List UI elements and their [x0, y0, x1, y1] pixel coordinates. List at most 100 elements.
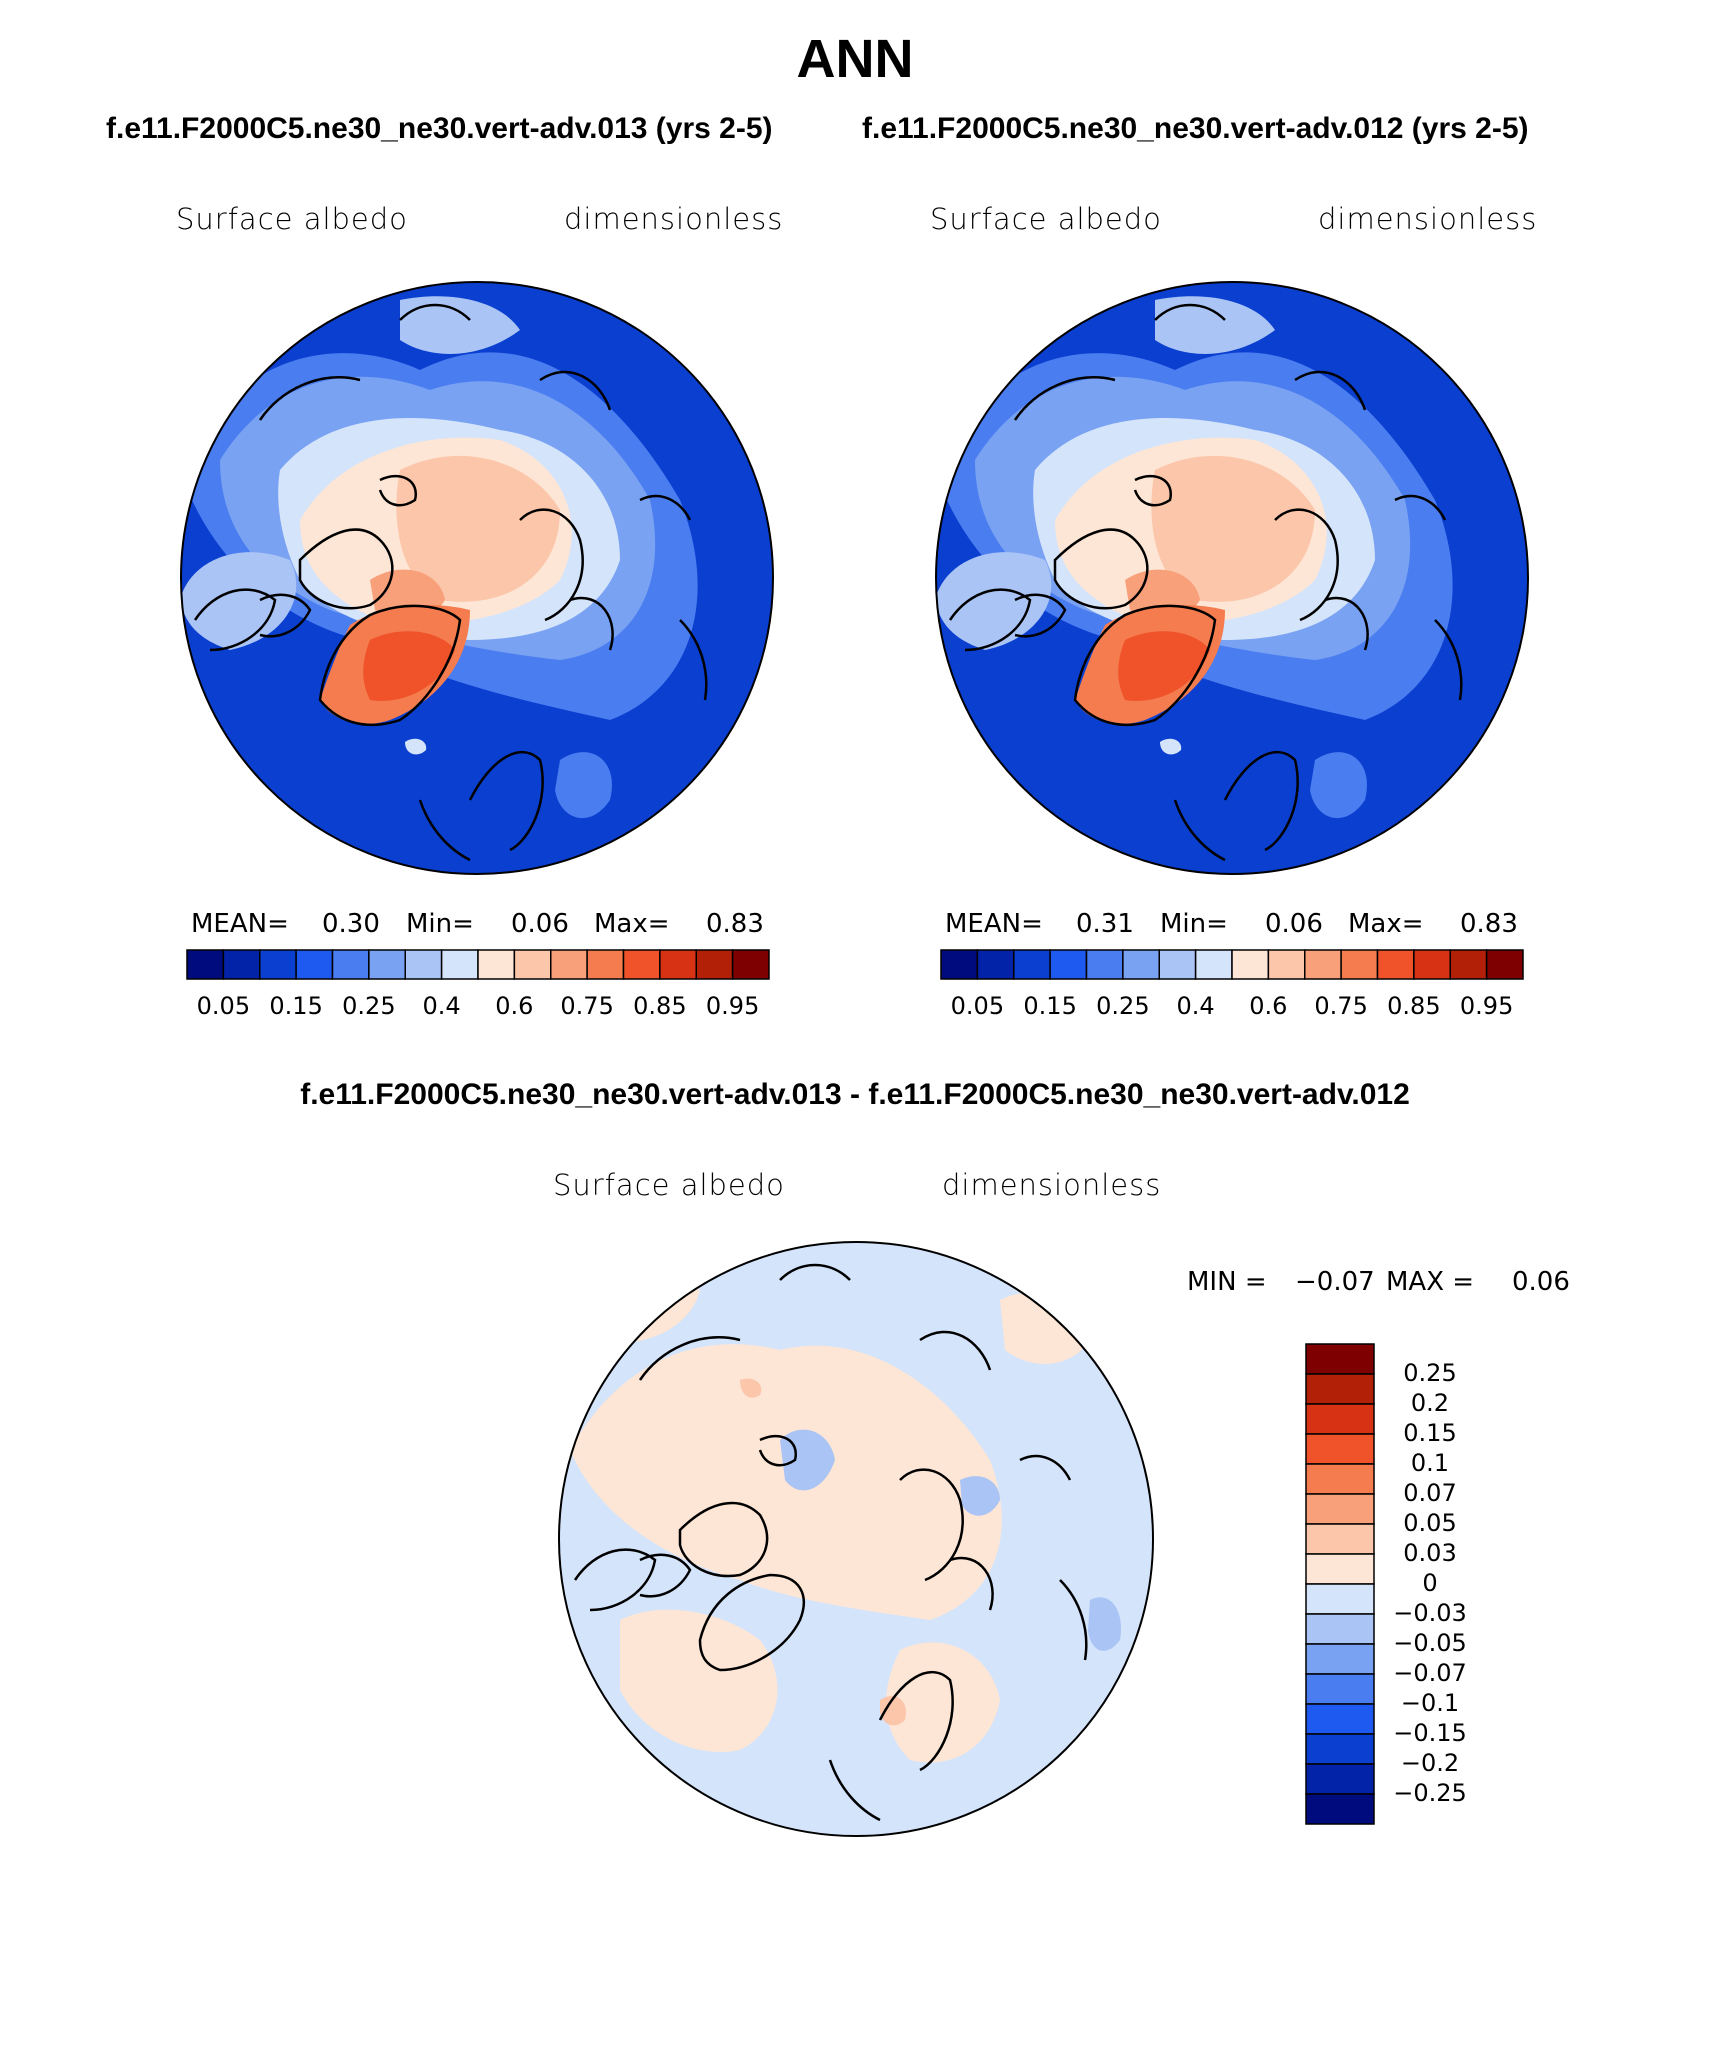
panel-b-min-value: 0.06	[1265, 909, 1323, 939]
colorbar-b-tick-label: 0.05	[950, 992, 1005, 1020]
colorbar-diff-swatch-7	[1305, 1553, 1375, 1585]
panel-b-max-label: Max=	[1348, 909, 1424, 939]
colorbar-b-tick-label: 0.25	[1096, 992, 1150, 1020]
colorbar-diff-swatch-5	[1305, 1493, 1375, 1525]
map-panel-a	[180, 281, 774, 875]
colorbar-b-swatch-4	[1085, 949, 1124, 980]
panel-a-max-label: Max=	[594, 909, 670, 939]
colorbar-a-swatch-0	[186, 949, 225, 980]
colorbar-diff-tick-label: −0.15	[1393, 1719, 1467, 1747]
colorbar-b-swatch-11	[1340, 949, 1379, 980]
colorbar-a-swatch-14	[695, 949, 734, 980]
colorbar-a-tick-label: 0.75	[560, 992, 614, 1020]
panel-a-mean-value: 0.30	[322, 909, 380, 939]
panel-a-max-value: 0.83	[706, 909, 764, 939]
colorbar-diff-swatch-14	[1305, 1763, 1375, 1795]
colorbar-diff-swatch-6	[1305, 1523, 1375, 1555]
colorbar-a-tick-label: 0.4	[422, 992, 461, 1020]
colorbar-diff-tick-label: −0.07	[1393, 1659, 1467, 1687]
colorbar-b-tick-label: 0.15	[1023, 992, 1077, 1020]
panel-b-variable: Surface albedo	[930, 202, 1162, 236]
panel-b-max-value: 0.83	[1460, 909, 1518, 939]
colorbar-diff-swatch-2	[1305, 1403, 1375, 1435]
panel-a-units: dimensionless	[564, 202, 784, 236]
colorbar-diff-tick-label: 0.15	[1403, 1419, 1457, 1447]
colorbar-diff-swatch-0	[1305, 1343, 1375, 1375]
colorbar-a-swatch-13	[659, 949, 697, 980]
colorbar-a-swatch-15	[731, 949, 770, 980]
colorbar-b-swatch-13	[1413, 949, 1451, 980]
colorbar-a-swatch-5	[368, 949, 406, 980]
colorbar-b-tick-label: 0.6	[1249, 992, 1288, 1020]
colorbar-a-tick-label: 0.15	[269, 992, 323, 1020]
diff-min-label: MIN =	[1187, 1267, 1267, 1297]
colorbar-diff-tick-label: 0.07	[1403, 1479, 1457, 1507]
colorbar-diff-swatch-8	[1305, 1583, 1375, 1615]
colorbar-b-swatch-0	[940, 949, 979, 980]
colorbar-b-tick-label: 0.95	[1459, 992, 1514, 1020]
colorbar-a-tick-label: 0.85	[633, 992, 687, 1020]
colorbar-b-swatch-6	[1158, 949, 1197, 980]
colorbar-a-swatch-3	[295, 949, 334, 980]
colorbar-a-tick-label: 0.95	[705, 992, 760, 1020]
colorbar-diff-swatch-9	[1305, 1613, 1375, 1645]
colorbar-panel-b	[940, 949, 1524, 980]
panel-a-min-label: Min=	[406, 909, 474, 939]
colorbar-diff-swatch-11	[1305, 1673, 1375, 1705]
colorbar-a-swatch-6	[404, 949, 443, 980]
colorbar-diff-swatch-1	[1305, 1373, 1375, 1405]
difference-title: f.e11.F2000C5.ne30_ne30.vert-adv.013 - f…	[300, 1078, 1410, 1111]
colorbar-diff-tick-label: 0.05	[1403, 1509, 1457, 1537]
diff-units: dimensionless	[942, 1168, 1162, 1202]
colorbar-diff-swatch-10	[1305, 1643, 1375, 1675]
colorbar-b-swatch-1	[976, 949, 1015, 980]
colorbar-b-swatch-5	[1122, 949, 1160, 980]
colorbar-a-swatch-2	[259, 949, 297, 980]
colorbar-a-swatch-10	[550, 949, 588, 980]
colorbar-a-swatch-12	[622, 949, 661, 980]
colorbar-b-tick-label: 0.4	[1176, 992, 1215, 1020]
colorbar-a-swatch-8	[477, 949, 516, 980]
colorbar-b-swatch-8	[1231, 949, 1270, 980]
colorbar-a-tick-label: 0.05	[196, 992, 251, 1020]
colorbar-b-swatch-15	[1485, 949, 1524, 980]
colorbar-b-swatch-2	[1013, 949, 1051, 980]
colorbar-b-swatch-3	[1049, 949, 1088, 980]
colorbar-diff-tick-label: 0.03	[1403, 1539, 1457, 1567]
figure-title: ANN	[796, 29, 914, 89]
colorbar-diff-tick-label: 0.1	[1410, 1449, 1450, 1477]
colorbar-b-swatch-14	[1449, 949, 1488, 980]
colorbar-b-swatch-10	[1304, 949, 1342, 980]
colorbar-diff-swatch-12	[1305, 1703, 1375, 1735]
colorbar-b-swatch-12	[1376, 949, 1415, 980]
colorbar-a-swatch-9	[513, 949, 552, 980]
case-a-title: f.e11.F2000C5.ne30_ne30.vert-adv.013 (yr…	[106, 112, 773, 145]
colorbar-diff-swatch-13	[1305, 1733, 1375, 1765]
diff-max-label: MAX =	[1386, 1267, 1475, 1297]
colorbar-b-swatch-9	[1267, 949, 1306, 980]
map-panel-b	[935, 281, 1529, 875]
colorbar-diff-swatch-15	[1305, 1793, 1375, 1825]
diff-max-value: 0.06	[1512, 1267, 1570, 1297]
colorbar-diff-tick-label: 0.2	[1410, 1389, 1450, 1417]
colorbar-a-swatch-4	[331, 949, 370, 980]
panel-a-variable: Surface albedo	[176, 202, 408, 236]
panel-b-units: dimensionless	[1318, 202, 1538, 236]
colorbar-a-tick-label: 0.25	[342, 992, 396, 1020]
colorbar-diff-tick-label: −0.25	[1393, 1779, 1467, 1807]
colorbar-diff-tick-label: 0.25	[1403, 1359, 1457, 1387]
colorbar-a-swatch-1	[222, 949, 261, 980]
panel-b-mean-value: 0.31	[1076, 909, 1134, 939]
panel-b-mean-label: MEAN=	[945, 909, 1043, 939]
case-b-title: f.e11.F2000C5.ne30_ne30.vert-adv.012 (yr…	[862, 112, 1529, 145]
colorbar-diff-tick-label: 0	[1422, 1569, 1438, 1597]
diff-min-value: −0.07	[1295, 1267, 1375, 1297]
colorbar-diff-swatch-3	[1305, 1433, 1375, 1465]
map-panel-difference	[558, 1241, 1154, 1837]
colorbar-diff-tick-label: −0.05	[1393, 1629, 1467, 1657]
panel-a-mean-label: MEAN=	[191, 909, 289, 939]
colorbar-panel-a	[186, 949, 770, 980]
diff-variable: Surface albedo	[553, 1168, 785, 1202]
colorbar-a-swatch-7	[440, 949, 479, 980]
